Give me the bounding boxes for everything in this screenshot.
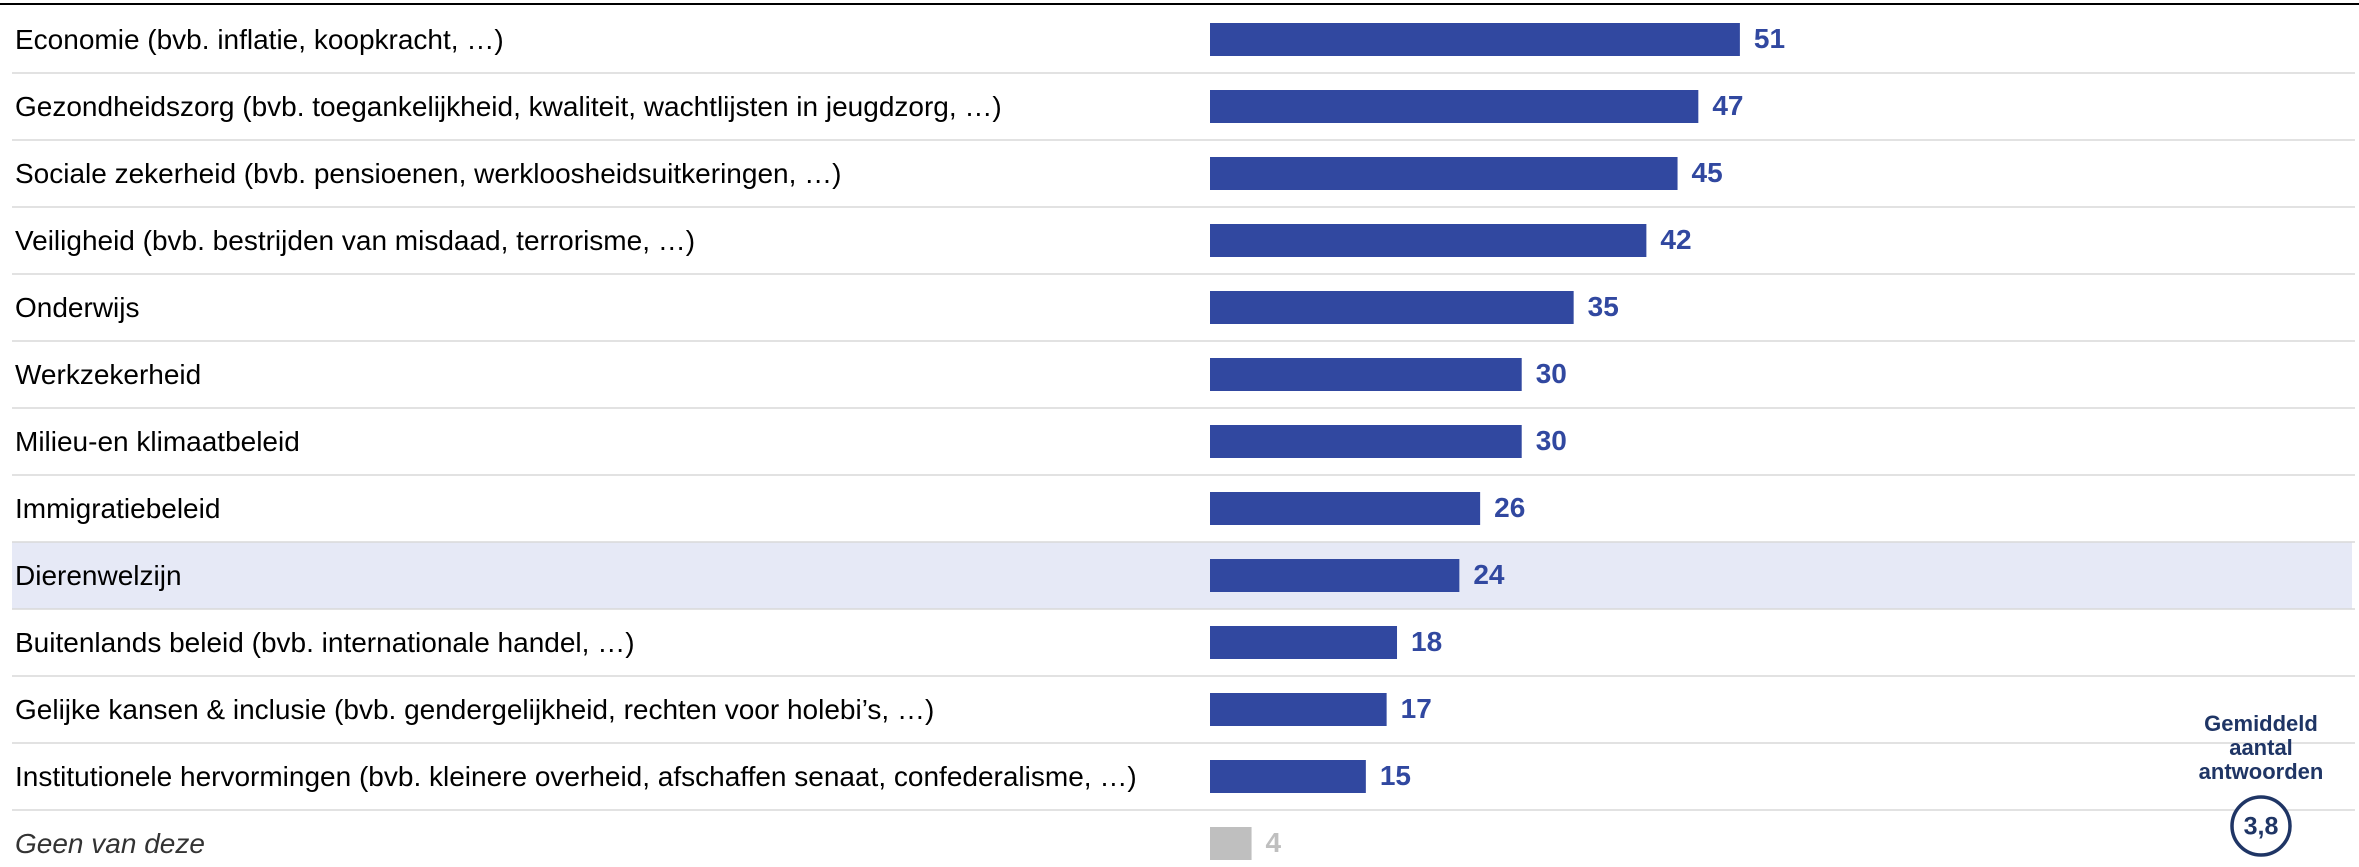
bar <box>1210 425 1522 458</box>
category-label: Buitenlands beleid (bvb. internationale … <box>15 627 635 658</box>
value-label: 17 <box>1401 693 1432 724</box>
value-label: 4 <box>1266 827 1282 858</box>
category-label: Dierenwelzijn <box>15 560 182 591</box>
bar <box>1210 827 1252 860</box>
category-label: Gelijke kansen & inclusie (bvb. genderge… <box>15 694 934 725</box>
category-label: Milieu-en klimaatbeleid <box>15 426 300 457</box>
category-label: Geen van deze <box>15 828 205 859</box>
average-circle <box>2230 795 2292 857</box>
bar <box>1210 90 1699 123</box>
bar <box>1210 291 1574 324</box>
value-label: 35 <box>1588 291 1619 322</box>
value-label: 45 <box>1692 157 1723 188</box>
category-label: Veiligheid (bvb. bestrijden van misdaad,… <box>15 225 695 256</box>
bar <box>1210 559 1460 592</box>
category-label: Economie (bvb. inflatie, koopkracht, …) <box>15 24 504 55</box>
value-label: 30 <box>1536 425 1567 456</box>
value-label: 18 <box>1411 626 1442 657</box>
category-label: Sociale zekerheid (bvb. pensioenen, werk… <box>15 158 841 189</box>
bar <box>1210 358 1522 391</box>
value-label: 30 <box>1536 358 1567 389</box>
bar <box>1210 760 1366 793</box>
category-label: Onderwijs <box>15 292 139 323</box>
bar <box>1210 224 1647 257</box>
category-label: Gezondheidszorg (bvb. toegankelijkheid, … <box>15 91 1002 122</box>
average-value: 3,8 <box>2244 813 2279 841</box>
value-label: 15 <box>1380 760 1411 791</box>
bar <box>1210 626 1398 659</box>
bar <box>1210 23 1740 56</box>
bar <box>1210 157 1678 190</box>
average-label: Gemiddeld aantal antwoorden <box>2198 711 2324 784</box>
value-label: 47 <box>1712 90 1743 121</box>
category-label: Institutionele hervormingen (bvb. kleine… <box>15 761 1137 792</box>
bar <box>1210 693 1387 726</box>
row-highlight <box>12 542 2352 609</box>
value-label: 24 <box>1473 559 1505 590</box>
bar <box>1210 492 1481 525</box>
category-label: Immigratiebeleid <box>15 493 220 524</box>
value-label: 26 <box>1494 492 1525 523</box>
value-label: 42 <box>1660 224 1691 255</box>
value-label: 51 <box>1754 23 1785 54</box>
category-label: Werkzekerheid <box>15 359 201 390</box>
